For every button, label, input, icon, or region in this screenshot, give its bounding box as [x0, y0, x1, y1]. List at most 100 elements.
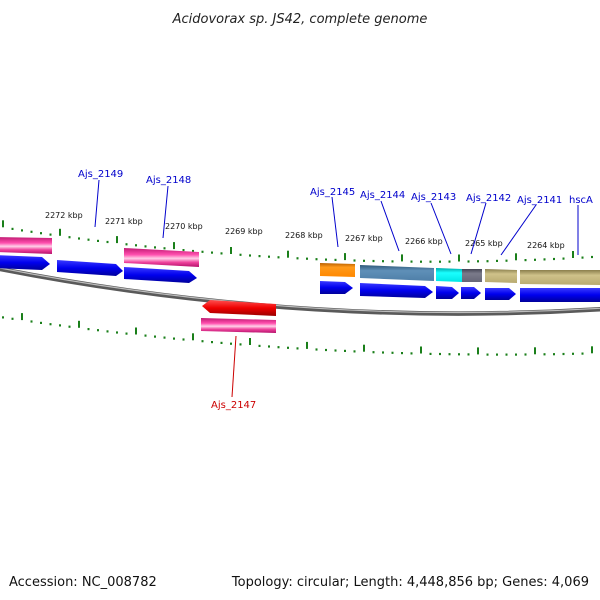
tick-mark	[467, 260, 470, 263]
tick-mark	[334, 349, 337, 352]
tick-mark	[420, 346, 422, 354]
tick-mark	[106, 330, 109, 333]
upper-tick-ruler	[2, 220, 593, 263]
gene-label-ajs-2141[interactable]: Ajs_2141	[517, 195, 562, 206]
tick-mark	[249, 254, 251, 257]
gene-feature[interactable]	[201, 318, 276, 333]
tick-mark	[315, 348, 318, 351]
cds-arrow[interactable]	[320, 281, 353, 294]
tick-mark	[135, 327, 137, 335]
tick-mark	[59, 324, 61, 327]
tick-mark	[486, 260, 489, 263]
genome-summary-text: Topology: circular; Length: 4,448,856 bp…	[231, 575, 589, 590]
tick-mark	[220, 341, 223, 344]
gene-feature[interactable]	[485, 269, 517, 283]
tick-mark	[258, 255, 261, 258]
cds-arrow[interactable]	[520, 288, 600, 302]
tick-mark	[315, 258, 318, 261]
tick-mark	[515, 353, 517, 356]
tick-label-2265: 2265 kbp	[465, 239, 503, 248]
tick-mark	[562, 352, 565, 356]
tick-mark	[496, 259, 498, 262]
gene-feature[interactable]	[436, 268, 462, 282]
tick-mark	[344, 349, 346, 352]
tick-mark	[116, 236, 118, 244]
cds-arrow[interactable]	[360, 283, 433, 298]
tick-mark	[534, 347, 536, 355]
cds-arrow[interactable]	[436, 286, 459, 299]
tick-mark	[268, 255, 270, 258]
tick-mark	[382, 351, 384, 354]
tick-mark	[2, 316, 4, 319]
cds-arrow-reverse[interactable]	[202, 300, 276, 316]
gene-feature[interactable]	[462, 269, 482, 282]
tick-mark	[144, 245, 147, 248]
tick-mark	[230, 247, 232, 254]
tick-mark	[353, 350, 356, 353]
tick-mark	[524, 353, 527, 356]
tick-label-2266: 2266 kbp	[405, 237, 443, 246]
tick-mark	[477, 260, 479, 263]
tick-mark	[410, 260, 413, 263]
tick-mark	[239, 343, 242, 346]
gene-label-hsca[interactable]: hscA	[569, 195, 593, 206]
tick-mark	[249, 338, 251, 345]
tick-mark	[353, 259, 356, 262]
tick-mark	[382, 260, 384, 263]
gene-label-ajs-2144[interactable]: Ajs_2144	[360, 190, 405, 201]
tick-mark	[439, 260, 441, 263]
map-title: Acidovorax sp. JS42, complete genome	[172, 12, 428, 27]
cds-arrow[interactable]	[124, 267, 197, 283]
tick-mark	[59, 228, 61, 236]
tick-mark	[534, 258, 536, 261]
cds-arrow[interactable]	[57, 260, 123, 276]
gene-feature[interactable]	[124, 248, 199, 267]
gene-label-ajs-2143[interactable]: Ajs_2143	[411, 192, 456, 203]
tick-mark	[163, 336, 166, 339]
gene-label-ajs-2142[interactable]: Ajs_2142	[466, 193, 511, 204]
cds-track-forward	[0, 255, 600, 302]
tick-mark	[173, 337, 175, 340]
tick-mark	[173, 242, 175, 250]
gene-label-ajs-2148[interactable]: Ajs_2148	[146, 175, 191, 186]
tick-mark	[334, 258, 337, 261]
tick-mark	[505, 353, 508, 356]
gene-feature[interactable]	[0, 237, 52, 254]
tick-mark	[182, 249, 185, 252]
tick-mark	[87, 328, 90, 331]
tick-label-2271: 2271 kbp	[105, 217, 143, 226]
tick-mark	[325, 258, 327, 261]
tick-mark	[78, 320, 80, 328]
tick-mark	[372, 259, 375, 263]
tick-mark	[2, 220, 4, 228]
tick-mark	[154, 246, 156, 249]
tick-mark	[68, 325, 71, 328]
cds-arrow[interactable]	[0, 255, 50, 270]
tick-mark	[429, 260, 432, 263]
gene-feature[interactable]	[360, 265, 434, 281]
tick-mark	[515, 253, 517, 261]
genome-backbone	[0, 266, 600, 316]
cds-arrow[interactable]	[485, 288, 516, 300]
gene-label-ajs-2145[interactable]: Ajs_2145	[310, 187, 355, 198]
gene-label-ajs-2149[interactable]: Ajs_2149	[78, 169, 123, 180]
feature-track-top	[0, 237, 600, 285]
tick-mark	[21, 229, 23, 232]
tick-mark	[581, 256, 584, 259]
tick-mark	[211, 341, 213, 344]
tick-mark	[306, 341, 308, 349]
tick-mark	[496, 353, 498, 356]
gene-feature[interactable]	[520, 270, 600, 285]
tick-mark	[477, 347, 479, 355]
tick-mark	[581, 352, 584, 355]
gene-feature[interactable]	[320, 263, 355, 277]
gene-label-ajs-2147[interactable]: Ajs_2147	[211, 400, 256, 411]
tick-mark	[391, 260, 394, 263]
tick-mark	[391, 351, 394, 354]
tick-mark	[220, 252, 223, 255]
tick-mark	[306, 257, 308, 260]
tick-mark	[106, 240, 109, 244]
tick-mark	[458, 254, 460, 262]
cds-arrow[interactable]	[461, 287, 481, 299]
